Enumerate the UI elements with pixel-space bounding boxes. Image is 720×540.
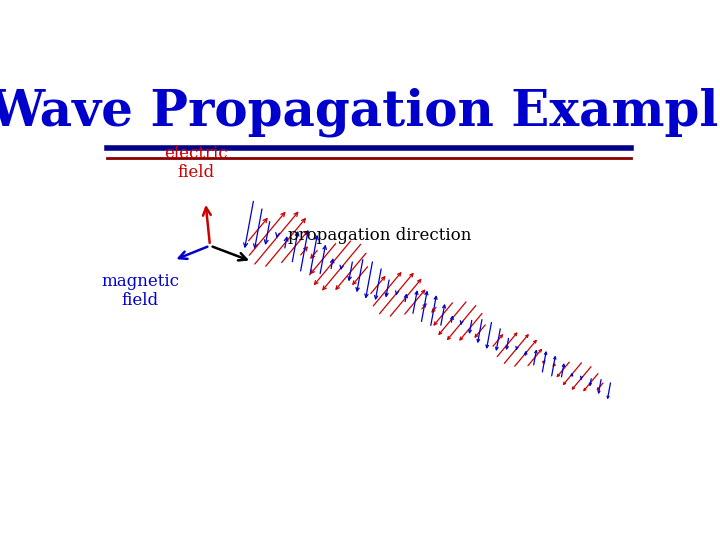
Text: magnetic
field: magnetic field: [102, 273, 179, 309]
Text: propagation direction: propagation direction: [288, 227, 472, 244]
Text: Wave Propagation Example: Wave Propagation Example: [0, 87, 720, 137]
Text: electric
field: electric field: [164, 145, 228, 181]
